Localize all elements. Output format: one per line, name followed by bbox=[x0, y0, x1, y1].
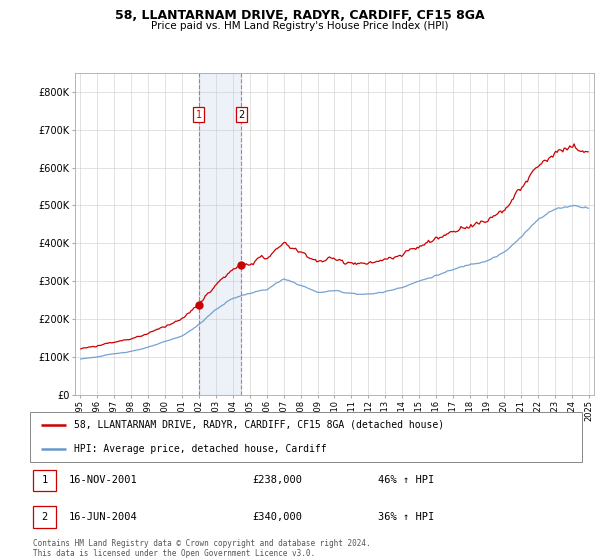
Text: HPI: Average price, detached house, Cardiff: HPI: Average price, detached house, Card… bbox=[74, 444, 327, 454]
Text: 16-JUN-2004: 16-JUN-2004 bbox=[69, 512, 138, 522]
Bar bbox=[199, 73, 241, 395]
FancyBboxPatch shape bbox=[30, 412, 582, 462]
Text: 58, LLANTARNAM DRIVE, RADYR, CARDIFF, CF15 8GA: 58, LLANTARNAM DRIVE, RADYR, CARDIFF, CF… bbox=[115, 9, 485, 22]
Text: 1: 1 bbox=[41, 475, 47, 486]
Text: 1: 1 bbox=[196, 110, 202, 120]
Text: 58, LLANTARNAM DRIVE, RADYR, CARDIFF, CF15 8GA (detached house): 58, LLANTARNAM DRIVE, RADYR, CARDIFF, CF… bbox=[74, 419, 444, 430]
Text: 2: 2 bbox=[41, 512, 47, 522]
Text: £238,000: £238,000 bbox=[252, 475, 302, 486]
Text: Contains HM Land Registry data © Crown copyright and database right 2024.
This d: Contains HM Land Registry data © Crown c… bbox=[33, 539, 371, 558]
Text: 46% ↑ HPI: 46% ↑ HPI bbox=[378, 475, 434, 486]
Text: 36% ↑ HPI: 36% ↑ HPI bbox=[378, 512, 434, 522]
Text: 16-NOV-2001: 16-NOV-2001 bbox=[69, 475, 138, 486]
Text: 2: 2 bbox=[238, 110, 244, 120]
Text: £340,000: £340,000 bbox=[252, 512, 302, 522]
Text: Price paid vs. HM Land Registry's House Price Index (HPI): Price paid vs. HM Land Registry's House … bbox=[151, 21, 449, 31]
